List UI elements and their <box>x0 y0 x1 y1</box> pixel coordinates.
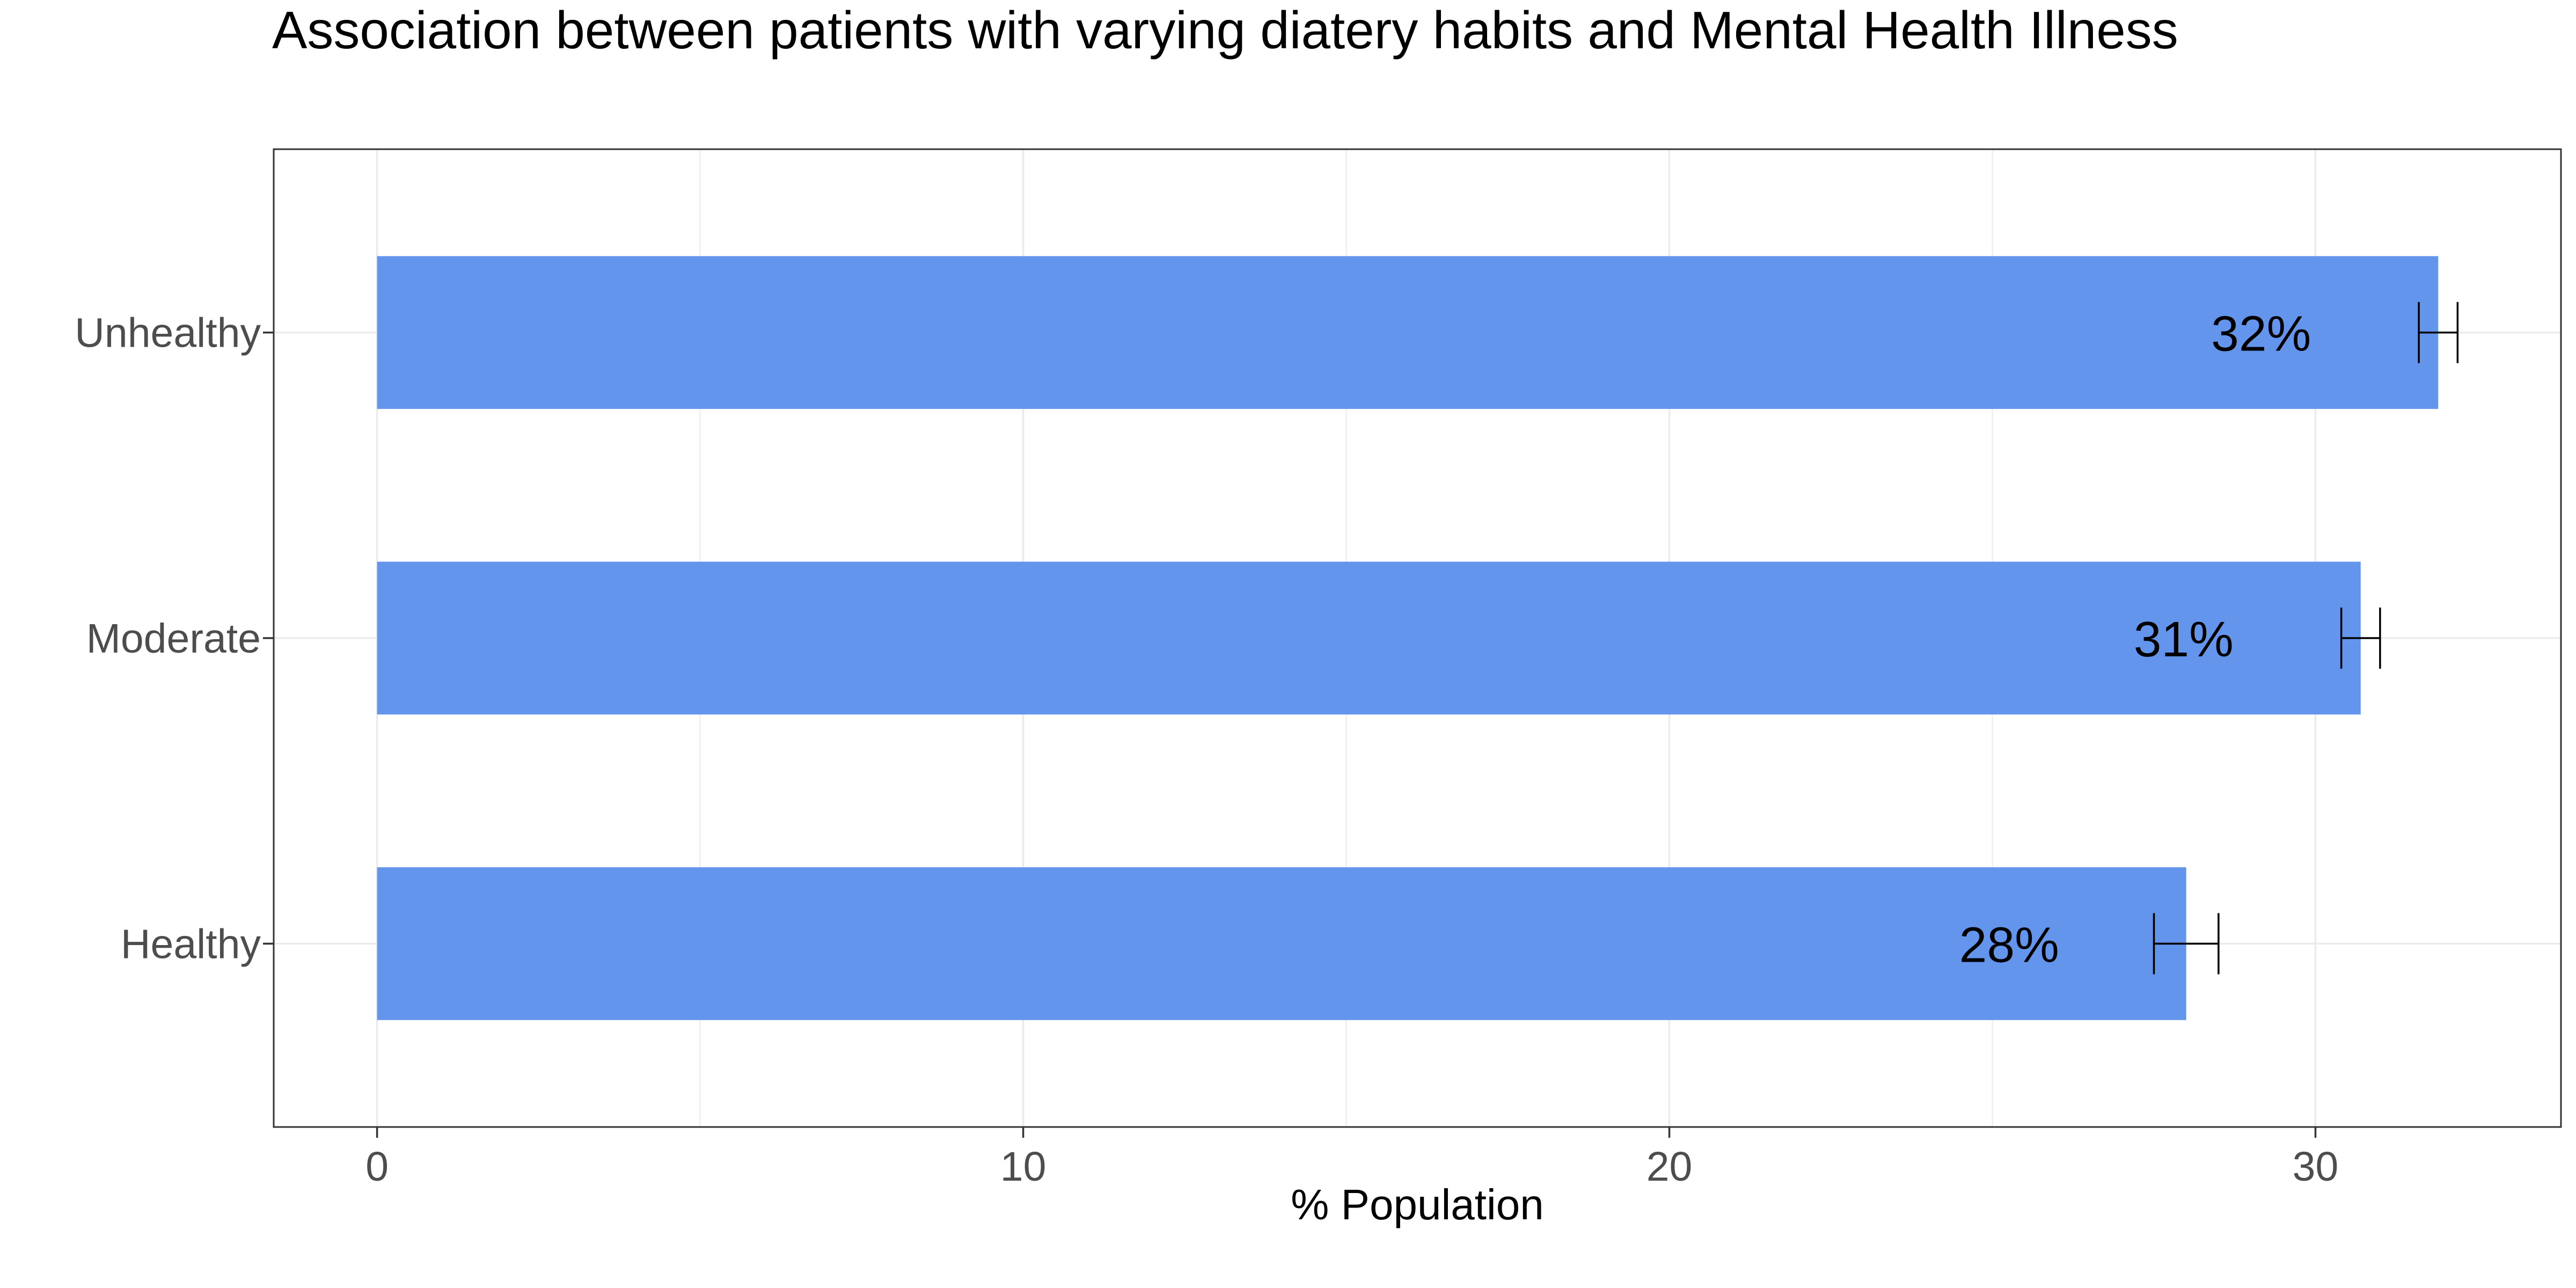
chart-title: Association between patients with varyin… <box>272 1 2178 60</box>
x-tick-label: 10 <box>1000 1144 1046 1190</box>
x-tick-label: 30 <box>2293 1144 2339 1190</box>
error-bar-unhealthy <box>2418 302 2459 363</box>
x-tick-label: 20 <box>1646 1144 1693 1190</box>
error-bars <box>2153 302 2459 975</box>
bar-unhealthy <box>377 256 2439 409</box>
data-labels: 28% 31% 32% <box>1959 306 2311 973</box>
bar-moderate <box>377 561 2361 715</box>
data-label-moderate: 31% <box>2134 611 2234 667</box>
x-axis-title: % Population <box>1291 1181 1543 1228</box>
y-tick-label-healthy: Healthy <box>121 921 261 967</box>
error-bar-healthy <box>2153 913 2220 975</box>
bar-healthy <box>377 867 2186 1020</box>
y-tick-label-unhealthy: Unhealthy <box>75 310 261 356</box>
y-axis: Healthy Moderate Unhealthy <box>75 310 274 967</box>
x-axis: 0 10 20 30 <box>365 1127 2338 1190</box>
bars <box>377 256 2439 1020</box>
error-bar-moderate <box>2340 608 2381 669</box>
data-label-unhealthy: 32% <box>2211 306 2311 362</box>
x-tick-label: 0 <box>365 1144 389 1190</box>
y-tick-label-moderate: Moderate <box>86 616 261 662</box>
data-label-healthy: 28% <box>1959 917 2059 972</box>
